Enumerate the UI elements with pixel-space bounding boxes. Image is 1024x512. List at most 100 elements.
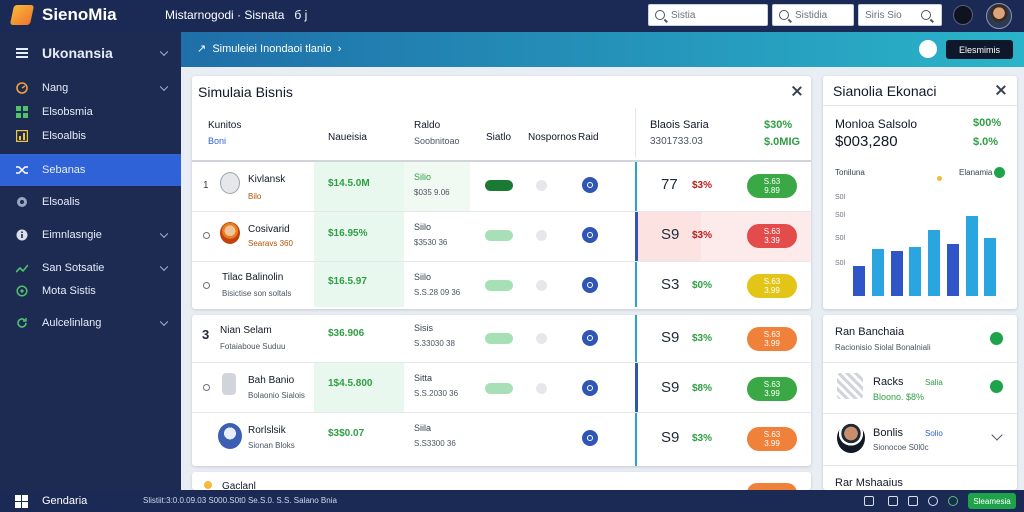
target-icon[interactable]: [582, 277, 598, 293]
row-status-pill[interactable]: S.63 3.99: [747, 427, 797, 451]
metric-label: Monloa Salsolo: [835, 117, 918, 131]
sidebar-item-label: Sebanas: [42, 164, 86, 176]
row-ratio-sub: $035 9.06: [414, 188, 450, 197]
help-icon[interactable]: [919, 40, 937, 58]
column-header[interactable]: Nospornos: [528, 132, 577, 143]
item-sub: Bloono. $8%: [873, 392, 925, 402]
search-input-3[interactable]: Siris Sio: [858, 4, 942, 26]
row-ratio-sub: $3530 36: [414, 238, 448, 247]
breadcrumb[interactable]: ↗ Simuleiei Inondaoi tlanio ›: [197, 42, 341, 55]
windows-icon[interactable]: [15, 495, 28, 508]
check-icon[interactable]: [994, 167, 1005, 178]
sidebar-item-mota-sistis[interactable]: Mota Sistis: [0, 278, 181, 304]
target-icon[interactable]: [582, 430, 598, 446]
check-icon[interactable]: [990, 380, 1003, 393]
row-pct: $3%: [692, 433, 713, 444]
row-score: S3: [661, 276, 680, 293]
row-sub: Bisictise son soltals: [222, 289, 292, 298]
notification-icon[interactable]: [953, 5, 973, 25]
row-sub: Bilo: [248, 192, 262, 201]
chevron-right-icon: ›: [334, 43, 342, 55]
chart-tick: S0l: [835, 260, 846, 267]
status-toggle[interactable]: [485, 180, 513, 191]
sidebar-header[interactable]: Ukonansia: [0, 40, 181, 66]
chart-legend[interactable]: Elanamia: [959, 168, 993, 177]
close-icon[interactable]: [996, 85, 1006, 95]
sidebar-item-san-sotsatie[interactable]: San Sotsatie: [0, 255, 181, 281]
target-icon[interactable]: [582, 380, 598, 396]
top-nav[interactable]: Mistarnogodi · Sisnata б ј: [165, 8, 308, 22]
radio-icon[interactable]: [536, 230, 547, 241]
chevron-down-icon: [159, 229, 169, 239]
gauge-icon: [16, 82, 28, 94]
sidebar: Ukonansia Nang Elsobsmia Elsoalbis Seban…: [0, 32, 181, 490]
row-radio[interactable]: [203, 384, 210, 391]
check-icon[interactable]: [990, 332, 1003, 345]
column-header[interactable]: Blaois Saria: [650, 119, 709, 131]
bottom-label[interactable]: Gendaria: [42, 495, 88, 507]
row-divider: [192, 412, 811, 413]
window-icon[interactable]: [864, 496, 874, 506]
row-ratio: Sisis: [414, 323, 434, 333]
row-status-pill[interactable]: S.63 9.89: [747, 174, 797, 198]
row-name: Nian Selam: [220, 325, 272, 336]
status-toggle[interactable]: [485, 280, 513, 291]
row-status-pill[interactable]: S.63 3.39: [747, 224, 797, 248]
metric-pct: $00%: [973, 117, 1002, 129]
status-toggle[interactable]: [485, 230, 513, 241]
chevron-down-icon: [159, 47, 169, 57]
sidebar-item-elsoalis[interactable]: Elsoalis: [0, 189, 181, 215]
message-icon[interactable]: [888, 496, 898, 506]
radio-icon[interactable]: [536, 333, 547, 344]
chevron-down-icon[interactable]: [991, 429, 1003, 441]
column-header[interactable]: Naueisia: [328, 132, 367, 143]
chart-tick: S0l: [835, 235, 846, 242]
search-input-1[interactable]: Sistia: [648, 4, 768, 26]
price-column-bg: [314, 162, 404, 307]
status-toggle[interactable]: [485, 383, 513, 394]
row-status-pill[interactable]: S.63 3.99: [747, 327, 797, 351]
sidebar-item-elsoalbis[interactable]: Elsoalbis: [0, 123, 181, 149]
row-price: $14.5.0M: [328, 178, 370, 189]
search-input-2[interactable]: Sistidia: [772, 4, 854, 26]
top-bar: SienoMia Mistarnogodi · Sisnata б ј Sist…: [0, 0, 1024, 32]
close-icon[interactable]: [792, 86, 802, 96]
user-avatar[interactable]: [986, 3, 1012, 29]
sidebar-item-sebanas[interactable]: Sebanas: [0, 154, 181, 186]
radio-icon[interactable]: [536, 383, 547, 394]
row-radio[interactable]: [203, 282, 210, 289]
target-icon[interactable]: [582, 177, 598, 193]
radio-icon[interactable]: [536, 180, 547, 191]
row-status-pill[interactable]: S.63 3.99: [747, 377, 797, 401]
avatar: [218, 423, 242, 449]
row-marker: [635, 212, 638, 262]
column-header[interactable]: Kunitos: [208, 120, 242, 131]
clock-icon[interactable]: [928, 496, 938, 506]
sidebar-item-eimnlasngie[interactable]: Eimnlasngie: [0, 222, 181, 248]
column-header: $30%: [764, 119, 793, 131]
list-title: Ran Banchaia: [835, 326, 905, 338]
column-header[interactable]: Raid: [578, 132, 599, 143]
column-header[interactable]: Siatlo: [486, 132, 512, 143]
row-radio[interactable]: [203, 232, 210, 239]
column-header[interactable]: Raldo: [414, 120, 441, 131]
row-status-pill[interactable]: S.63 3.99: [747, 274, 797, 298]
status-toggle[interactable]: [485, 333, 513, 344]
header-action-button[interactable]: Elesmimis: [946, 40, 1013, 59]
row-status-pill[interactable]: [747, 483, 797, 490]
chart-tick: S0l: [835, 212, 846, 219]
sidebar-item-nang[interactable]: Nang: [0, 75, 181, 101]
chart-bar: [890, 250, 903, 296]
radio-icon[interactable]: [536, 280, 547, 291]
row-index: 3: [202, 327, 210, 342]
bar-chart: [851, 186, 1001, 296]
status-icon[interactable]: [948, 496, 958, 506]
chart-tick: S0l: [835, 194, 846, 201]
target-icon[interactable]: [582, 227, 598, 243]
sidebar-item-aulcelinlang[interactable]: Aulcelinlang: [0, 310, 181, 336]
bottom-action-button[interactable]: Sleamesia: [968, 493, 1016, 509]
sidebar-item-elsobsmia[interactable]: Elsobsmia: [0, 99, 181, 125]
panel-title: Simulaia Bisnis: [198, 84, 293, 100]
calendar-icon[interactable]: [908, 496, 918, 506]
target-icon[interactable]: [582, 330, 598, 346]
